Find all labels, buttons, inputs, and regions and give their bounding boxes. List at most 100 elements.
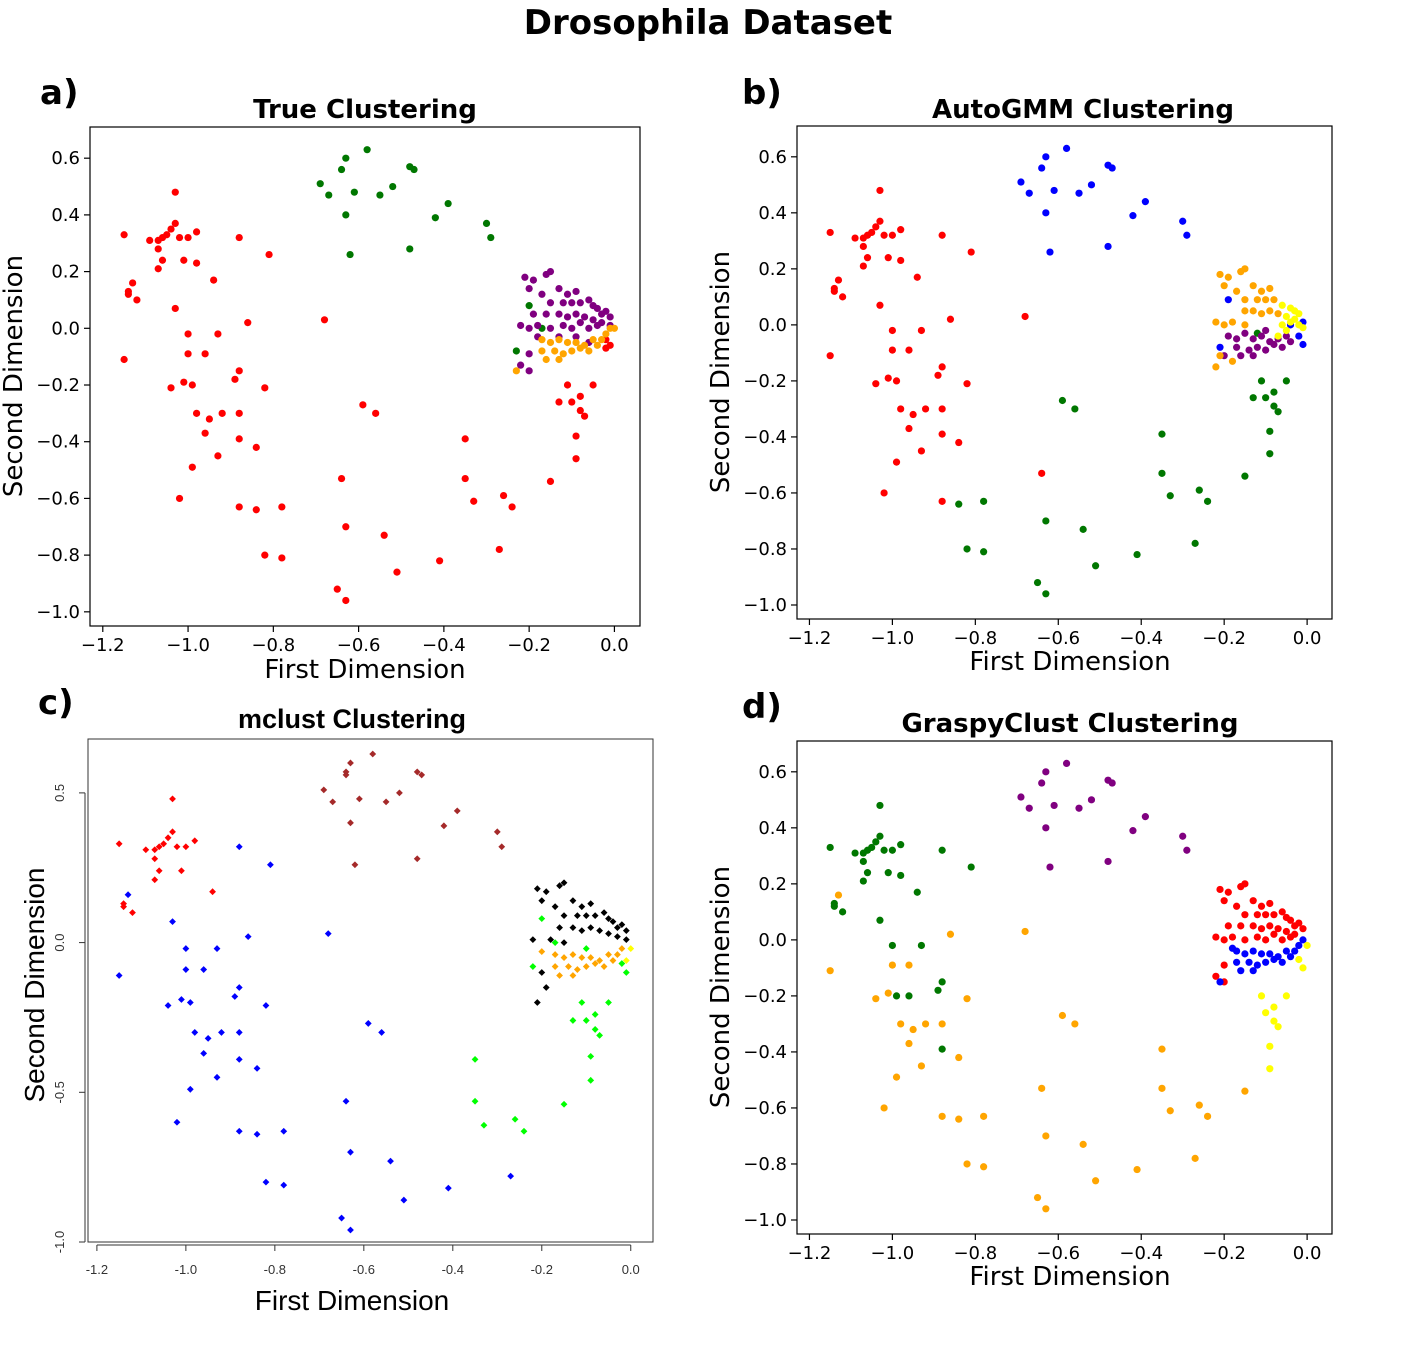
data-point bbox=[587, 924, 595, 932]
data-point bbox=[1179, 217, 1187, 225]
data-point bbox=[1203, 1112, 1212, 1120]
data-point bbox=[1262, 296, 1270, 304]
data-point bbox=[826, 967, 834, 975]
data-point bbox=[1191, 1154, 1199, 1162]
x-tick-label: −0.6 bbox=[1036, 628, 1080, 649]
data-point bbox=[1299, 340, 1307, 349]
panel-b: b) AutoGMM Clustering −1.2 −1.0 −0.8 −0.6 −0… bbox=[706, 73, 1333, 677]
data-point bbox=[547, 936, 555, 944]
data-point bbox=[560, 879, 568, 887]
data-point bbox=[436, 557, 444, 565]
data-point bbox=[542, 888, 550, 896]
data-point bbox=[551, 951, 559, 958]
data-point bbox=[1274, 1023, 1282, 1031]
data-point bbox=[1241, 936, 1249, 944]
data-point bbox=[591, 960, 599, 967]
data-point bbox=[350, 188, 358, 196]
data-point bbox=[261, 384, 269, 392]
y-tick-label: 0.4 bbox=[758, 818, 787, 839]
data-point bbox=[1266, 1042, 1274, 1050]
panel-d-letter: d) bbox=[742, 687, 782, 727]
data-point bbox=[1224, 273, 1232, 281]
data-point bbox=[1262, 958, 1270, 966]
panel-d: d) GraspyClust Clustering −1.2 −1.0 −0.8 −0… bbox=[706, 687, 1333, 1292]
data-point bbox=[142, 846, 150, 854]
data-point bbox=[859, 242, 867, 251]
data-point bbox=[188, 381, 196, 389]
data-point bbox=[192, 409, 201, 417]
x-tick-label: -0.8 bbox=[264, 1262, 286, 1277]
data-point bbox=[512, 347, 520, 355]
data-point bbox=[1042, 590, 1050, 598]
data-point bbox=[576, 299, 584, 307]
data-point bbox=[133, 296, 141, 304]
data-point bbox=[1286, 318, 1295, 326]
data-point bbox=[218, 409, 226, 417]
data-point bbox=[955, 1115, 963, 1123]
data-point bbox=[209, 888, 216, 896]
data-point bbox=[876, 186, 884, 195]
data-point bbox=[587, 1076, 595, 1084]
data-point bbox=[897, 1020, 905, 1028]
data-point bbox=[1220, 897, 1228, 905]
data-point bbox=[235, 843, 243, 851]
data-point bbox=[559, 299, 567, 307]
data-point bbox=[347, 1148, 354, 1156]
y-tick-label: −0.4 bbox=[743, 427, 787, 448]
data-point bbox=[1216, 352, 1224, 360]
data-point bbox=[337, 474, 346, 483]
data-point bbox=[508, 503, 516, 511]
panel-a-letter: a) bbox=[40, 73, 78, 113]
data-point bbox=[1220, 321, 1228, 329]
data-point bbox=[1257, 950, 1266, 958]
data-point bbox=[1274, 332, 1282, 340]
panel-a-plot: −1.2 −1.0 −0.8 −0.6 −0.4 −0.2 0.00.60.40.20.0−… bbox=[36, 126, 641, 656]
data-point bbox=[169, 828, 176, 836]
data-point bbox=[618, 921, 626, 929]
y-tick-label: 0.4 bbox=[758, 203, 787, 224]
y-tick-label: 0.2 bbox=[51, 262, 80, 283]
data-point bbox=[555, 398, 563, 406]
data-point bbox=[461, 474, 469, 483]
data-point bbox=[525, 367, 533, 375]
data-point bbox=[1233, 343, 1241, 351]
data-point bbox=[934, 371, 942, 379]
data-point bbox=[917, 1062, 926, 1070]
data-point bbox=[1104, 857, 1112, 866]
data-point bbox=[627, 945, 635, 952]
data-point bbox=[1270, 911, 1278, 919]
data-point bbox=[1042, 209, 1050, 217]
data-point bbox=[1241, 307, 1249, 315]
panel-a-frame bbox=[89, 126, 641, 627]
data-point bbox=[533, 885, 541, 893]
data-point bbox=[1092, 562, 1100, 570]
data-point bbox=[1299, 324, 1307, 332]
data-point bbox=[839, 293, 847, 301]
panel-c: c) mclust Clustering -1.2 -1.0 -0.8 -0.6 -0.… bbox=[19, 683, 654, 1316]
data-point bbox=[1191, 539, 1199, 547]
x-tick-label: −0.2 bbox=[507, 635, 551, 656]
data-point bbox=[1249, 335, 1257, 343]
data-point bbox=[146, 236, 154, 245]
data-point bbox=[863, 869, 872, 877]
x-tick-label: -1.2 bbox=[86, 1262, 108, 1277]
data-point bbox=[892, 377, 901, 385]
data-point bbox=[834, 276, 843, 284]
data-point bbox=[200, 1049, 208, 1057]
data-point bbox=[214, 452, 222, 460]
data-point bbox=[600, 963, 608, 970]
x-tick-label: −0.2 bbox=[1202, 1243, 1246, 1264]
data-point bbox=[551, 963, 559, 970]
data-point bbox=[347, 819, 354, 827]
data-point bbox=[591, 1011, 599, 1018]
data-point bbox=[888, 346, 896, 354]
data-point bbox=[622, 927, 630, 935]
data-point bbox=[444, 1184, 452, 1192]
data-point bbox=[538, 336, 546, 344]
data-point bbox=[602, 307, 610, 315]
data-point bbox=[1216, 343, 1224, 351]
data-point bbox=[1245, 958, 1253, 966]
data-point bbox=[917, 326, 926, 335]
data-point bbox=[1282, 332, 1290, 340]
data-point bbox=[1257, 992, 1266, 1000]
